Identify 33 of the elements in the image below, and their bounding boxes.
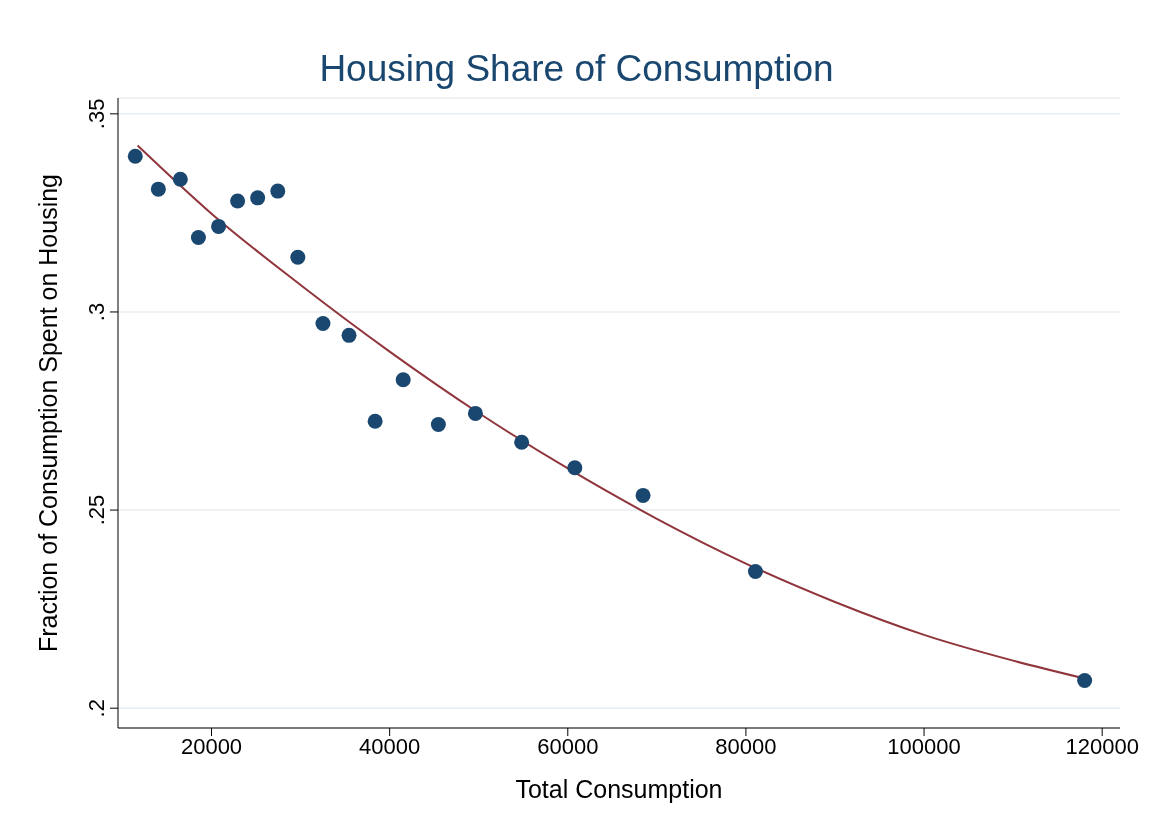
point (635, 487, 651, 503)
x-axis-title: Total Consumption (515, 775, 723, 803)
point (172, 171, 188, 187)
point (341, 327, 357, 343)
point (211, 218, 227, 234)
x-tick-label: 80000 (715, 733, 777, 759)
x-tick-label: 40000 (359, 733, 421, 759)
point (270, 183, 286, 199)
chart-title: Housing Share of Consumption (318, 48, 835, 90)
point (127, 148, 143, 164)
y-tick-label: .25 (84, 494, 109, 526)
y-axis-title: Fraction of Consumption Spent on Housing (33, 173, 62, 653)
point (150, 181, 166, 197)
point (395, 372, 411, 388)
point (230, 193, 246, 209)
y-tick-label: .2 (84, 699, 109, 718)
point (367, 413, 383, 429)
x-tick-label: 20000 (180, 733, 243, 759)
point (290, 249, 306, 265)
point (747, 563, 763, 579)
point (467, 405, 483, 421)
point (1077, 672, 1093, 688)
point (315, 315, 331, 331)
x-tick-label: 60000 (537, 733, 599, 759)
point (514, 434, 530, 450)
point (567, 460, 583, 476)
x-tick-label: 120000 (1065, 733, 1139, 759)
point (430, 416, 446, 432)
point (250, 190, 266, 206)
x-tick-label: 100000 (887, 733, 961, 759)
y-tick-label: .35 (84, 98, 109, 130)
y-tick-label: .3 (84, 302, 109, 322)
point (190, 229, 206, 245)
